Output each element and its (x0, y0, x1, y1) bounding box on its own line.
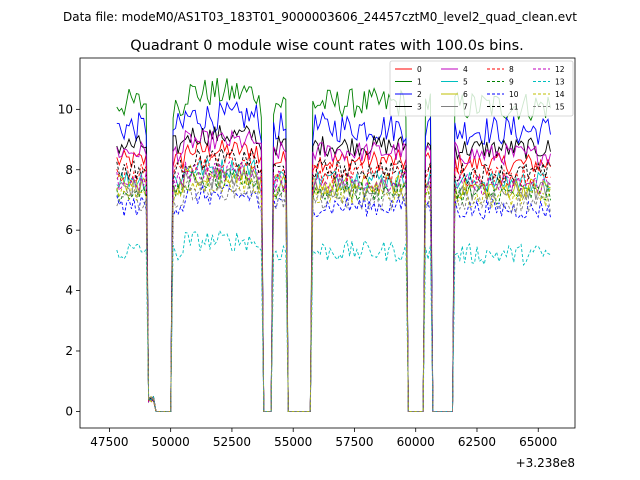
x-offset-label: +3.238e8 (516, 456, 575, 470)
legend-label-15: 15 (555, 103, 565, 112)
y-tick-label: 0 (65, 404, 73, 418)
series-line-2 (116, 100, 551, 412)
x-tick-label: 65000 (519, 435, 557, 449)
y-tick-label: 6 (65, 223, 73, 237)
legend-label-10: 10 (509, 90, 519, 99)
y-tick-label: 10 (58, 102, 73, 116)
series-line-11 (116, 147, 551, 412)
series-line-4 (116, 129, 551, 412)
x-tick-label: 57500 (335, 435, 373, 449)
x-tick-label: 52500 (213, 435, 251, 449)
series-line-8 (116, 151, 551, 412)
y-tick-label: 2 (65, 344, 73, 358)
legend-label-11: 11 (509, 103, 519, 112)
series-line-13 (116, 229, 551, 412)
legend-label-4: 4 (463, 65, 468, 74)
x-axis: 47500 50000 52500 55000 57500 60000 62500 65000 (90, 428, 557, 449)
x-tick-label: 47500 (90, 435, 128, 449)
y-axis: 0 2 4 6 8 10 (58, 102, 80, 418)
legend-label-3: 3 (417, 103, 422, 112)
legend-label-13: 13 (555, 78, 565, 87)
legend-box (389, 60, 574, 117)
x-tick-label: 50000 (152, 435, 190, 449)
chart-title: Quadrant 0 module wise count rates with … (130, 38, 524, 54)
x-tick-label: 60000 (397, 435, 435, 449)
series-line-10 (116, 184, 551, 412)
y-tick-label: 4 (65, 284, 73, 298)
legend-label-5: 5 (463, 78, 468, 87)
series-line-0 (116, 139, 551, 412)
legend-label-7: 7 (463, 103, 468, 112)
series-line-3 (116, 125, 551, 412)
x-tick-label: 55000 (274, 435, 312, 449)
series-line-15 (116, 177, 551, 412)
plot-area (116, 78, 551, 412)
legend-label-0: 0 (417, 65, 422, 74)
legend-label-8: 8 (509, 65, 514, 74)
series-line-9 (116, 169, 551, 412)
x-tick-label: 62500 (458, 435, 496, 449)
legend-label-12: 12 (555, 65, 565, 74)
legend-label-14: 14 (555, 90, 565, 99)
legend-label-6: 6 (463, 90, 468, 99)
legend-label-2: 2 (417, 90, 422, 99)
series-line-12 (116, 160, 551, 412)
y-tick-label: 8 (65, 163, 73, 177)
legend-label-9: 9 (509, 78, 514, 87)
legend-label-1: 1 (417, 78, 422, 87)
axes-frame (79, 57, 576, 429)
data-file-suptitle: Data file: modeM0/AS1T03_183T01_90000036… (63, 10, 577, 24)
